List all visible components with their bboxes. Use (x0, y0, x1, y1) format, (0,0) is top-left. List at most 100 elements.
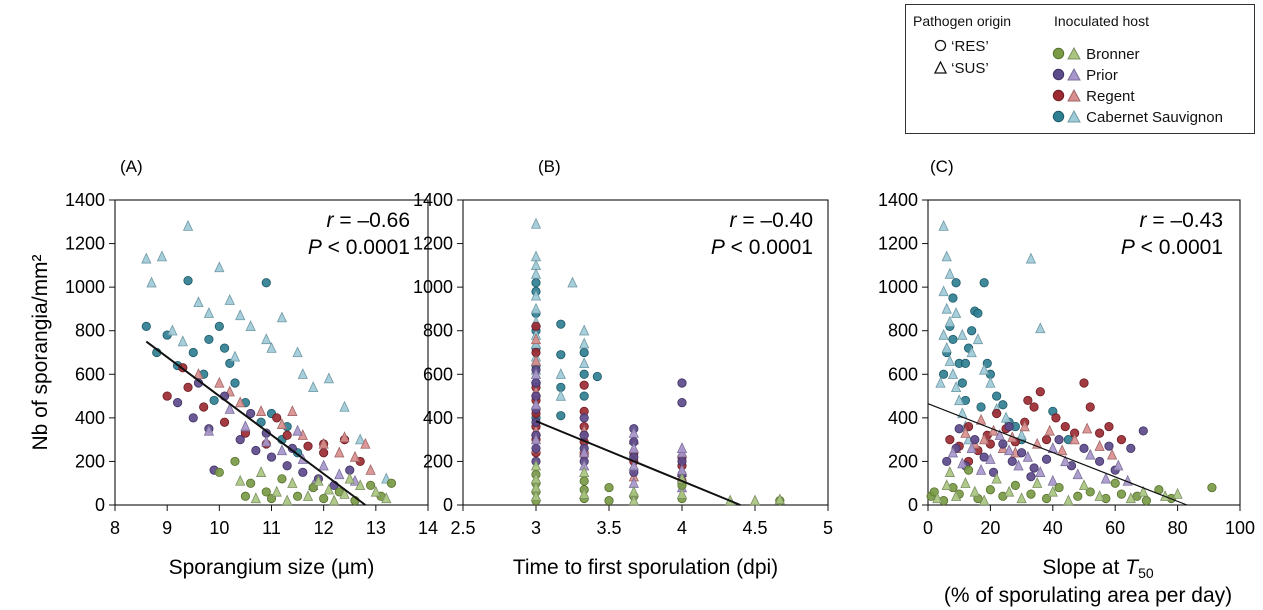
data-point-triangle (1100, 472, 1111, 484)
data-point-circle (604, 496, 614, 506)
y-tick-label: 200 (888, 451, 918, 471)
data-point-triangle (994, 429, 1005, 440)
data-point-triangle (1094, 490, 1105, 501)
data-point-circle (985, 485, 996, 495)
data-point-triangle (676, 487, 688, 499)
data-point-circle (246, 478, 256, 488)
y-tick-label: 1000 (878, 277, 918, 297)
data-point-triangle (1016, 492, 1027, 504)
data-point-circle (1104, 421, 1114, 432)
data-point-circle (261, 278, 271, 288)
data-point-triangle (979, 363, 990, 375)
data-point-circle (219, 343, 230, 353)
y-tick-label: 200 (423, 451, 453, 471)
data-point-circle (556, 411, 566, 421)
data-point-triangle (530, 481, 542, 493)
data-point-triangle (1016, 429, 1027, 440)
p-statistic: P < 0.0001 (711, 236, 813, 259)
data-point-triangle (302, 490, 314, 501)
y-tick-label: 400 (423, 408, 453, 428)
r-symbol: r (1140, 209, 1148, 232)
data-point-circle (531, 321, 541, 331)
data-point-circle (1051, 413, 1061, 423)
data-point-circle (948, 293, 958, 303)
data-point-triangle (676, 442, 688, 454)
data-point-triangle (579, 446, 590, 458)
data-point-circle (272, 413, 282, 423)
data-point-triangle (1047, 485, 1058, 497)
data-point-circle (531, 278, 541, 288)
data-point-circle (319, 493, 329, 504)
data-point-triangle (944, 355, 955, 366)
data-point-triangle (966, 346, 977, 358)
legend-host-regent: Regent (1052, 88, 1135, 105)
data-point-circle (282, 430, 292, 440)
data-point-circle (1016, 448, 1027, 458)
x-tick-label: 60 (1105, 518, 1125, 538)
x-tick-label: 9 (162, 518, 172, 538)
data-point-circle (1207, 482, 1217, 493)
data-point-circle (183, 382, 193, 392)
x-tick-label: 13 (366, 518, 386, 538)
data-point-triangle (1078, 479, 1090, 491)
x-axis-title: Time to first sporulation (dpi) (513, 556, 778, 579)
x-tick-label: 5 (823, 518, 833, 538)
data-point-triangle (328, 494, 340, 506)
data-point-circle (579, 391, 589, 401)
data-point-triangle (255, 466, 267, 477)
x-tick-label: 14 (418, 518, 438, 538)
y-tick-label: 200 (75, 451, 105, 471)
plot-frame (462, 199, 829, 506)
data-point-triangle (941, 341, 952, 353)
data-point-triangle (749, 494, 761, 506)
data-point-triangle (530, 490, 542, 501)
legend-host-cabernet: Cabernet Sauvignon (1052, 109, 1223, 126)
x-tick-label: 12 (314, 518, 334, 538)
data-point-circle (188, 413, 198, 423)
data-point-circle (948, 334, 958, 345)
data-point-triangle (1094, 439, 1105, 451)
data-point-circle (183, 276, 193, 286)
data-point-triangle (947, 368, 959, 379)
data-point-circle (188, 347, 198, 358)
data-point-triangle (323, 483, 335, 495)
data-point-triangle (344, 472, 355, 484)
data-point-circle (957, 378, 967, 388)
data-point-triangle (318, 437, 329, 449)
r-value: = –0.43 (1147, 209, 1223, 232)
data-point-triangle (271, 485, 282, 497)
data-point-triangle (1057, 444, 1068, 456)
data-point-triangle (941, 479, 952, 491)
data-point-triangle (932, 492, 943, 504)
data-point-circle (162, 391, 172, 401)
data-point-triangle (941, 250, 952, 262)
points-layer (141, 219, 397, 506)
data-point-circle (1026, 489, 1036, 499)
data-point-circle (992, 408, 1002, 419)
data-point-triangle (177, 335, 188, 347)
data-point-circle (1041, 435, 1052, 445)
data-point-triangle (214, 376, 225, 388)
data-point-circle (1104, 441, 1114, 451)
p-statistic: P < 0.0001 (308, 236, 410, 259)
data-point-triangle (224, 294, 235, 305)
data-point-triangle (628, 442, 639, 454)
regression-line (927, 403, 1188, 506)
r-symbol: r (327, 209, 335, 232)
data-point-triangle (360, 437, 371, 449)
data-point-circle (951, 278, 961, 288)
points-layer (530, 217, 785, 506)
data-point-triangle (245, 320, 256, 332)
data-point-circle (1029, 463, 1039, 473)
data-point-circle (979, 452, 989, 462)
data-point-triangle (1138, 485, 1149, 497)
x-tick-label: 0 (923, 518, 933, 538)
legend-host-cabernet-label: Cabernet Sauvignon (1086, 109, 1223, 126)
data-point-triangle (297, 368, 308, 379)
data-point-triangle (381, 492, 392, 504)
data-point-triangle (957, 328, 968, 340)
data-point-triangle (950, 307, 962, 318)
data-point-circle (992, 391, 1002, 401)
y-tick-label: 600 (423, 364, 453, 384)
data-point-circle (677, 378, 687, 388)
